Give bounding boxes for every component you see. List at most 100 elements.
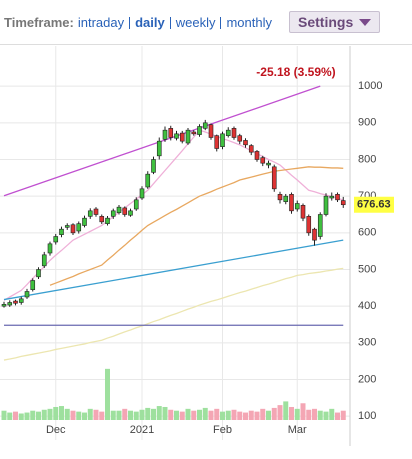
volume-bar: [59, 406, 64, 420]
candle-body: [53, 236, 59, 243]
volume-bar: [214, 408, 220, 420]
volume-bar: [312, 408, 317, 420]
candle-body: [122, 207, 128, 215]
toolbar: Timeframe: intraday daily weekly monthly Se…: [0, 0, 412, 45]
volume-bar: [266, 410, 271, 420]
candle-body: [306, 216, 312, 234]
candle-body: [220, 133, 225, 147]
y-tick-label: 100: [358, 410, 376, 422]
trendline: [3, 239, 344, 301]
moving-average: [3, 129, 344, 301]
candle-body: [191, 131, 197, 135]
volume-bar: [156, 406, 162, 420]
candle-body: [174, 133, 179, 139]
candle-body: [99, 216, 105, 223]
y-tick-label: 600: [358, 227, 376, 239]
candle-body: [335, 194, 340, 201]
volume-bar: [260, 408, 266, 420]
change-label: -25.18 (3.59%): [256, 65, 335, 79]
volume-bar: [105, 368, 110, 420]
option[interactable]: monthly: [220, 16, 277, 29]
candle-body: [133, 199, 139, 210]
candle-body: [300, 205, 306, 219]
moving-average: [3, 267, 344, 361]
volume-bar: [41, 409, 47, 420]
candle-body: [168, 128, 174, 138]
volume-bar: [99, 411, 105, 420]
y-tick-label: 1000: [358, 80, 382, 92]
option[interactable]: intraday: [77, 14, 125, 30]
candle-body: [41, 254, 47, 267]
volume-bar: [197, 409, 202, 420]
candle-body: [1, 304, 7, 307]
volume-bar: [70, 410, 76, 420]
candle-body: [116, 206, 122, 213]
candle-body: [30, 280, 36, 290]
volume-bar: [294, 408, 300, 420]
candle-body: [76, 223, 82, 232]
candle-body: [277, 194, 283, 201]
volume-bar: [133, 411, 139, 420]
volume-bar: [306, 409, 312, 420]
volume-bar: [76, 411, 82, 420]
volume-bar: [220, 411, 225, 420]
volume-bar: [300, 403, 306, 420]
settings-button[interactable]: Settings: [289, 11, 381, 33]
candle-body: [260, 157, 266, 164]
volume-bar: [335, 412, 340, 420]
volume-bar: [128, 410, 133, 420]
candle-body: [254, 151, 260, 160]
candle-body: [237, 135, 243, 142]
x-tick-label: 2021: [130, 424, 154, 436]
volume-bar: [122, 408, 128, 420]
option[interactable]: weekly: [169, 16, 221, 29]
volume-bar: [145, 407, 151, 420]
candle-body: [197, 126, 202, 135]
volume-bar: [248, 410, 254, 420]
volume-bar: [93, 409, 99, 420]
volume-bar: [254, 411, 260, 420]
volume-bar: [202, 407, 208, 420]
candle-body: [312, 228, 317, 241]
candle-body: [156, 140, 162, 157]
volume-bar: [208, 410, 214, 420]
timeframe-options: intraday daily weekly monthly: [78, 15, 277, 30]
settings-label: Settings: [298, 14, 354, 30]
x-tick-label: Mar: [288, 424, 307, 436]
volume-bar: [64, 408, 70, 420]
y-tick-label: 800: [358, 153, 376, 165]
volume-bar: [13, 411, 18, 420]
volume-bar: [289, 406, 294, 420]
candle-body: [59, 228, 64, 235]
candle-body: [93, 208, 99, 215]
candle-body: [283, 195, 289, 202]
last-price-label: 676.63: [357, 199, 391, 211]
candle-body: [64, 225, 70, 228]
candle-body: [13, 300, 18, 304]
x-tick-label: Dec: [46, 424, 66, 436]
candle-body: [70, 224, 76, 234]
option[interactable]: daily: [129, 16, 170, 29]
candle-body: [329, 195, 335, 199]
volume-bar: [47, 408, 53, 420]
volume-bar: [317, 410, 323, 420]
candle-body: [128, 210, 133, 216]
volume-bar: [1, 410, 7, 420]
candle-body: [225, 129, 231, 136]
timeframe-label: Timeframe:: [4, 14, 74, 30]
candle-body: [47, 243, 53, 254]
candle-body: [87, 210, 93, 217]
candle-body: [208, 124, 214, 138]
volume-bar: [237, 411, 243, 420]
candle-body: [248, 145, 254, 153]
candle-body: [289, 194, 294, 212]
volume-bar: [30, 410, 36, 420]
candle-body: [151, 159, 156, 173]
y-tick-label: 500: [358, 263, 376, 275]
candle-body: [36, 269, 41, 278]
volume-bar: [82, 412, 87, 420]
volume-bar: [7, 412, 13, 420]
candle-body: [24, 291, 30, 298]
candle-body: [18, 298, 24, 303]
candle-body: [179, 132, 185, 142]
